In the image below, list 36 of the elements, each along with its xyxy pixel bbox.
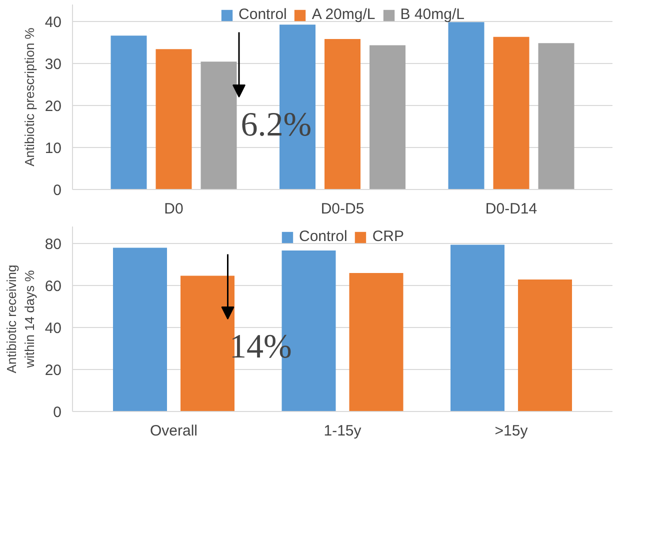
x-tick-label: D0-D5 — [320, 200, 364, 218]
y-tick-label: 10 — [44, 140, 62, 157]
y-tick-label: 0 — [53, 404, 62, 421]
bar — [370, 45, 406, 190]
legend-label: CRP — [372, 228, 404, 245]
y-tick-label: 40 — [44, 320, 62, 337]
y-tick-label: 80 — [44, 236, 62, 253]
bar — [518, 279, 572, 412]
y-axis-title: Antibiotic prescription % — [22, 27, 37, 166]
y-tick-label: 20 — [44, 98, 62, 115]
bar — [180, 276, 234, 412]
legend-label: Control — [238, 6, 287, 23]
bar — [110, 36, 147, 190]
bar — [349, 272, 404, 412]
bar — [200, 62, 237, 190]
bar — [450, 244, 504, 412]
legend-label: A 20mg/L — [312, 6, 376, 23]
y-axis-title: Antibiotic receiving within 14 days % — [4, 264, 37, 374]
x-tick-label: 1-15y — [324, 422, 362, 440]
x-tick-label: Overall — [150, 422, 198, 440]
bar — [113, 248, 167, 412]
bar — [324, 38, 360, 190]
x-tick-label: D0-D14 — [485, 200, 538, 218]
x-tick-label: >15y — [494, 422, 528, 440]
y-tick-label: 60 — [44, 278, 62, 295]
y-tick-label: 40 — [44, 14, 62, 31]
legend-label: B 40mg/L — [400, 6, 464, 23]
bar — [538, 43, 574, 190]
legend-label: Control — [298, 228, 348, 245]
y-tick-label: 0 — [53, 182, 62, 199]
bar — [156, 49, 192, 190]
x-tick-label: D0 — [164, 200, 184, 218]
bar — [448, 22, 484, 190]
bar — [493, 36, 530, 190]
y-tick-label: 30 — [44, 56, 62, 73]
y-tick-label: 20 — [44, 362, 62, 379]
